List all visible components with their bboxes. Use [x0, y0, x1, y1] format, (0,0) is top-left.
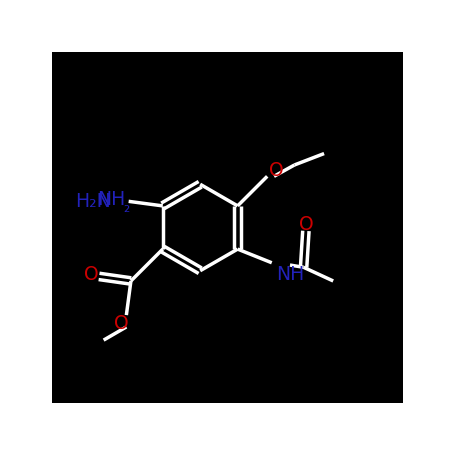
Text: NH: NH	[97, 191, 126, 209]
Text: NH: NH	[276, 265, 304, 283]
Text: O: O	[298, 215, 313, 233]
Text: O: O	[114, 314, 128, 333]
Text: O: O	[269, 162, 284, 180]
Text: H₂N: H₂N	[75, 192, 111, 211]
Bar	[52, 52, 403, 403]
Text: O: O	[85, 265, 99, 283]
Text: ₂: ₂	[124, 200, 130, 215]
